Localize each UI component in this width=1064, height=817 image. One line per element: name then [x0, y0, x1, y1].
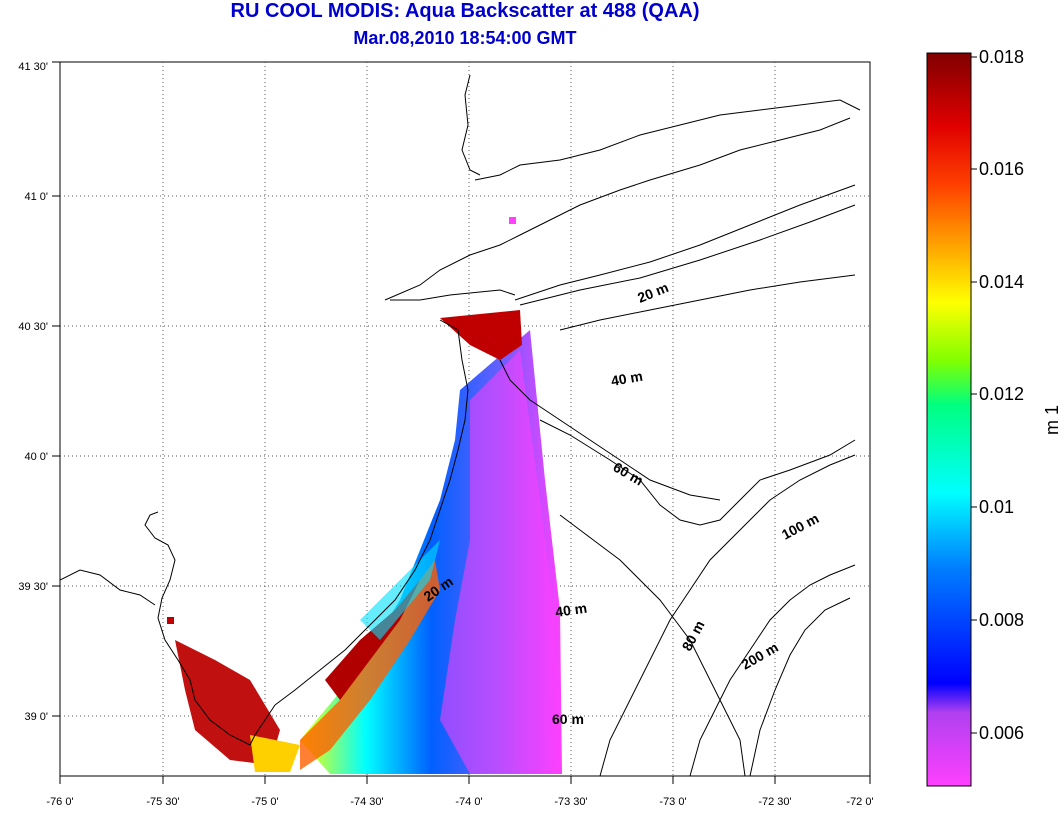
axis-ticks	[52, 61, 871, 784]
map-title: RU COOL MODIS: Aqua Backscatter at 488 (…	[230, 0, 700, 22]
lat-tick: 40 0'	[24, 451, 48, 463]
colorbar-tick: 0.01	[979, 497, 1014, 517]
lon-tick: -74 30'	[350, 796, 383, 808]
colorbar-tick: 0.006	[979, 723, 1024, 743]
colorbar-tick: 0.014	[979, 272, 1024, 292]
lon-tick: -73 0'	[659, 796, 686, 808]
lon-tick: -72 0'	[846, 796, 873, 808]
coastline	[60, 74, 861, 776]
lon-tick: -72 30'	[758, 796, 791, 808]
lon-tick-labels: -76 0' -75 30' -75 0' -74 30' -74 0' -73…	[46, 796, 873, 808]
contour-label-60m-south: 60 m	[552, 711, 584, 727]
colorbar-gradient	[926, 52, 972, 787]
colorbar-unit-label: m 1	[1042, 405, 1062, 435]
lat-tick-labels: 41 30' 41 0' 40 30' 40 0' 39 30' 39 0'	[18, 61, 48, 723]
lat-tick: 41 30'	[18, 61, 48, 73]
lon-tick: -73 30'	[554, 796, 587, 808]
lon-tick: -76 0'	[46, 796, 73, 808]
contour-label-40m: 40 m	[610, 368, 644, 389]
lat-tick: 39 0'	[24, 711, 48, 723]
lon-tick: -75 0'	[251, 796, 278, 808]
colorbar-tick: 0.012	[979, 384, 1024, 404]
contour-label-40m-south: 40 m	[554, 600, 588, 620]
colorbar-tick: 0.016	[979, 159, 1024, 179]
lat-tick: 41 0'	[24, 191, 48, 203]
colorbar-tick: 0.008	[979, 610, 1024, 630]
map-subtitle: Mar.08,2010 18:54:00 GMT	[353, 28, 577, 48]
lon-tick: -75 30'	[146, 796, 179, 808]
lon-tick: -74 0'	[455, 796, 482, 808]
colorbar: 0.018 0.016 0.014 0.012 0.01 0.008 0.006…	[926, 47, 1062, 787]
colorbar-tick: 0.018	[979, 47, 1024, 67]
lat-tick: 40 30'	[18, 321, 48, 333]
backscatter-data	[167, 217, 562, 774]
lat-tick: 39 30'	[18, 581, 48, 593]
